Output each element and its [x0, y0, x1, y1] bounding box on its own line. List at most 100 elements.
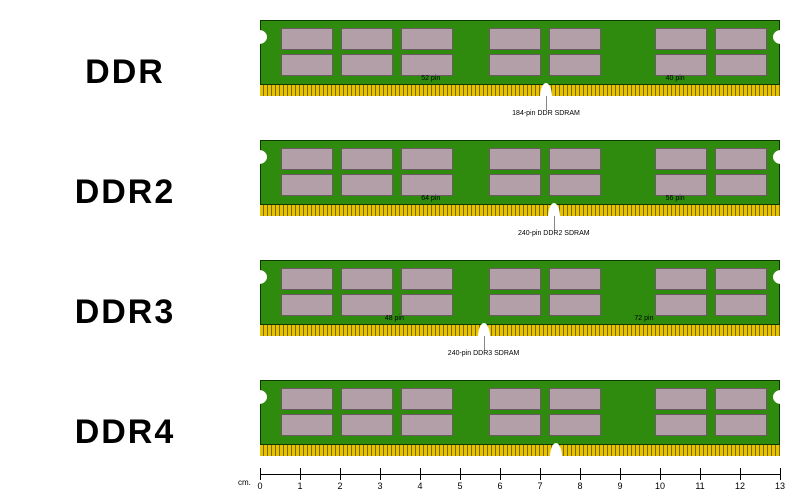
- memory-chip: [401, 414, 453, 436]
- ruler-tick: [500, 468, 501, 480]
- memory-chip: [341, 174, 393, 196]
- memory-chip: [549, 268, 601, 290]
- memory-chip: [489, 54, 541, 76]
- memory-chip: [401, 268, 453, 290]
- memory-chip: [715, 268, 767, 290]
- module-type-text: 184-pin DDR SDRAM: [486, 110, 606, 117]
- memory-chip: [401, 174, 453, 196]
- ruler-number: 8: [577, 481, 582, 491]
- ruler-number: 0: [257, 481, 262, 491]
- ram-type-label: DDR2: [0, 173, 250, 212]
- memory-chip: [715, 54, 767, 76]
- ruler-number: 4: [417, 481, 422, 491]
- ruler-tick: [700, 468, 701, 480]
- ruler-number: 11: [695, 481, 704, 491]
- ram-row: DDR 52 pin 40 pin 184-pin DDR SDRAM: [0, 20, 800, 124]
- module-type-text: 240-pin DDR3 SDRAM: [424, 350, 544, 357]
- ram-type-label: DDR: [0, 53, 250, 92]
- memory-chip: [489, 294, 541, 316]
- ruler-number: 9: [617, 481, 622, 491]
- memory-chip: [655, 414, 707, 436]
- memory-chip: [549, 414, 601, 436]
- memory-chip: [549, 388, 601, 410]
- ruler-tick: [260, 468, 261, 480]
- ruler-tick: [780, 468, 781, 480]
- memory-chip: [341, 54, 393, 76]
- pin-contacts: [260, 444, 780, 456]
- memory-chip: [281, 294, 333, 316]
- memory-chip: [549, 294, 601, 316]
- ram-module: 52 pin40 pin184-pin DDR SDRAM: [260, 20, 780, 96]
- memory-chip: [715, 148, 767, 170]
- ruler-number: 6: [497, 481, 502, 491]
- memory-chip: [549, 54, 601, 76]
- leader-line: [484, 336, 485, 350]
- ruler-tick: [660, 468, 661, 480]
- memory-chip: [341, 268, 393, 290]
- pin-contacts: [260, 84, 780, 96]
- memory-chip: [281, 28, 333, 50]
- ram-row: DDR264 pin56 pin240-pin DDR2 SDRAM: [0, 140, 800, 244]
- pin-contacts: [260, 204, 780, 216]
- memory-chip: [341, 28, 393, 50]
- memory-chip: [489, 148, 541, 170]
- pin-count-right: 56 pin: [666, 195, 685, 202]
- memory-chip: [281, 54, 333, 76]
- pin-count-left: 64 pin: [421, 195, 440, 202]
- memory-chip: [655, 54, 707, 76]
- memory-chip: [341, 148, 393, 170]
- ruler-tick: [340, 468, 341, 480]
- memory-chip: [281, 268, 333, 290]
- memory-chip: [489, 268, 541, 290]
- memory-chip: [655, 294, 707, 316]
- memory-chip: [281, 414, 333, 436]
- memory-chip: [281, 388, 333, 410]
- memory-chip: [489, 388, 541, 410]
- ruler-number: 5: [457, 481, 462, 491]
- memory-chip: [715, 174, 767, 196]
- ruler-tick: [300, 468, 301, 480]
- memory-chip: [489, 414, 541, 436]
- memory-chip: [549, 28, 601, 50]
- memory-chip: [341, 294, 393, 316]
- memory-chip: [401, 54, 453, 76]
- ram-type-label: DDR3: [0, 293, 250, 332]
- ruler-number: 10: [655, 481, 665, 491]
- memory-chip: [341, 414, 393, 436]
- ram-module: 64 pin56 pin240-pin DDR2 SDRAM: [260, 140, 780, 216]
- memory-chip: [489, 174, 541, 196]
- memory-chip: [489, 28, 541, 50]
- memory-chip: [549, 148, 601, 170]
- memory-chip: [715, 294, 767, 316]
- pin-count-right: 40 pin: [666, 75, 685, 82]
- ruler-tick: [540, 468, 541, 480]
- ram-row: DDR3 48 pin72 pin240-pin DDR3 SDRAM: [0, 260, 800, 364]
- ruler: cm.012345678910111213: [260, 466, 780, 492]
- memory-chip: [655, 268, 707, 290]
- ruler-tick: [580, 468, 581, 480]
- ram-type-label: DDR4: [0, 413, 250, 452]
- memory-chip: [401, 388, 453, 410]
- ruler-number: 2: [337, 481, 342, 491]
- memory-chip: [401, 294, 453, 316]
- memory-chip: [281, 174, 333, 196]
- pin-count-left: 52 pin: [421, 75, 440, 82]
- memory-chip: [281, 148, 333, 170]
- leader-line: [554, 216, 555, 230]
- ruler-number: 7: [537, 481, 542, 491]
- ram-module: 48 pin72 pin240-pin DDR3 SDRAM: [260, 260, 780, 336]
- ruler-tick: [460, 468, 461, 480]
- ruler-baseline: [260, 474, 780, 475]
- memory-chip: [715, 28, 767, 50]
- memory-chip: [341, 388, 393, 410]
- ruler-number: 13: [775, 481, 785, 491]
- ram-module: [260, 380, 780, 456]
- ruler-tick: [740, 468, 741, 480]
- ruler-number: 1: [297, 481, 302, 491]
- ruler-number: 3: [377, 481, 382, 491]
- ruler-tick: [380, 468, 381, 480]
- ruler-unit-label: cm.: [238, 478, 251, 487]
- memory-chip: [655, 148, 707, 170]
- memory-chip: [401, 28, 453, 50]
- ruler-number: 12: [735, 481, 745, 491]
